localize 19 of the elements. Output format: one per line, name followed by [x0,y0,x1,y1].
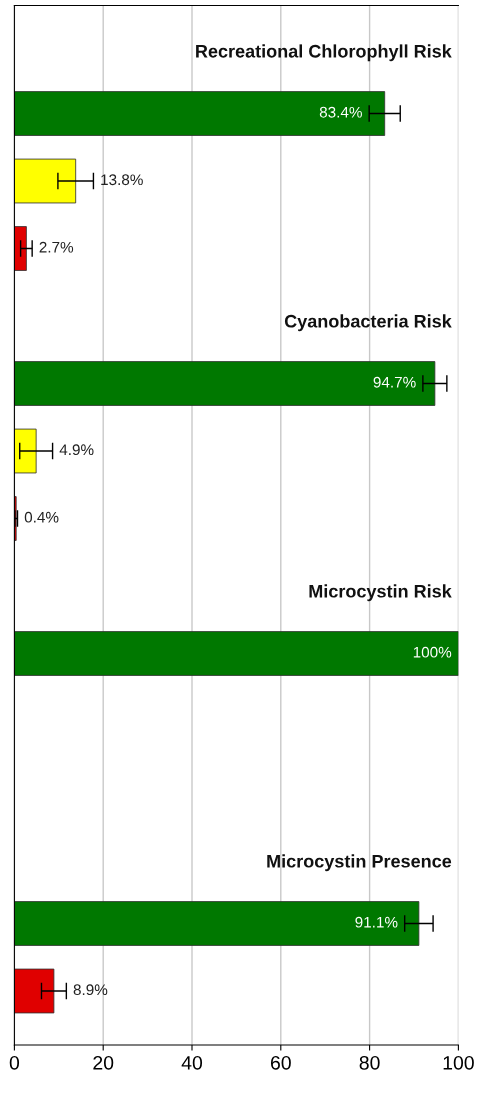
x-tick-label: 20 [93,1055,114,1070]
x-tick-label: 40 [181,1055,203,1070]
x-tick-label: 100 [443,1055,474,1070]
annotation: Microcystin Presence [267,854,452,872]
data-label: 2.7% [39,241,74,253]
data-label: 83.4% [319,106,362,118]
annotation: Cyanobacteria Risk [284,314,452,332]
data-label: 91.1% [355,916,398,928]
data-label: 94.7% [373,376,416,388]
annotation: Recreational Chlorophyll Risk [196,44,452,62]
data-label: 8.9% [73,984,108,996]
data-label: 13.8% [101,174,143,186]
data-label: 100% [413,646,452,658]
annotation: Microcystin Risk [309,584,452,602]
x-tick-label: 0 [9,1055,20,1070]
data-label: 4.9% [59,444,94,456]
x-tick-label: 80 [359,1055,380,1070]
x-tick-label: 60 [270,1055,291,1070]
data-label: 0.4% [24,511,59,523]
